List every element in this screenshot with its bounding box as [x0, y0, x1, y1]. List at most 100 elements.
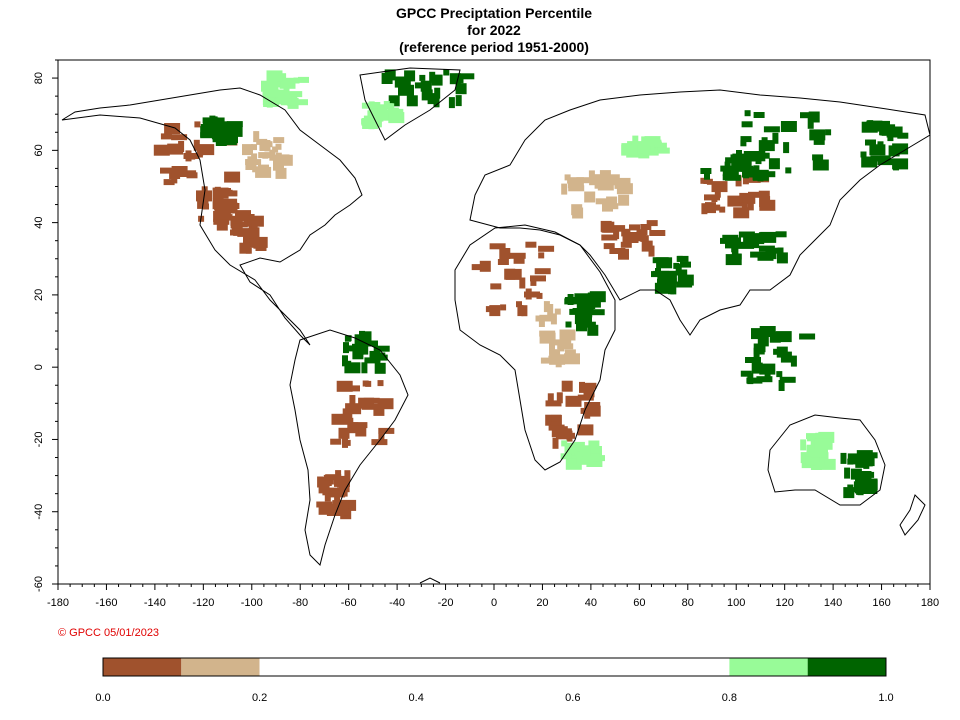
percentile-cell: [543, 301, 550, 313]
legend-tick-label: 0.2: [252, 692, 267, 704]
percentile-cell: [291, 96, 298, 103]
percentile-cell: [649, 230, 666, 236]
percentile-cell: [499, 248, 511, 259]
percentile-cell: [775, 331, 792, 343]
eurasia-coast: [469, 89, 931, 336]
percentile-cell: [556, 392, 563, 404]
percentile-cell: [764, 372, 771, 379]
percentile-cell: [206, 129, 218, 136]
percentile-cell: [540, 357, 552, 364]
percentile-cell: [374, 362, 386, 374]
percentile-cell: [714, 186, 721, 198]
percentile-cell: [344, 345, 355, 352]
percentile-cell: [153, 144, 170, 156]
percentile-cell: [809, 129, 826, 141]
percentile-cell: [800, 452, 807, 464]
x-tick-label: 60: [633, 597, 645, 609]
x-tick-label: -20: [438, 597, 454, 609]
percentile-cell: [383, 101, 390, 107]
percentile-cell: [565, 321, 572, 328]
percentile-cell: [525, 241, 537, 248]
percentile-cell: [740, 155, 757, 162]
percentile-cell: [524, 291, 540, 298]
percentile-cell: [203, 121, 209, 133]
percentile-cell: [584, 407, 591, 419]
percentile-cell: [704, 194, 720, 201]
y-tick-label: 20: [33, 289, 45, 301]
percentile-cell: [759, 326, 776, 337]
percentile-cell: [497, 259, 509, 265]
percentile-cell: [735, 175, 742, 187]
percentile-cell: [377, 108, 384, 114]
percentile-cell: [734, 237, 740, 244]
percentile-cell: [744, 110, 751, 117]
percentile-cell: [588, 309, 605, 316]
percentile-cell: [369, 350, 381, 362]
percentile-cell: [455, 83, 467, 95]
percentile-cell: [860, 151, 867, 158]
percentile-cell: [812, 159, 829, 171]
percentile-cell: [375, 115, 382, 127]
percentile-cell: [599, 170, 611, 177]
percentile-cell: [743, 237, 760, 249]
percentile-cell: [579, 381, 585, 393]
percentile-cell: [633, 235, 645, 242]
percentile-cell: [725, 254, 742, 266]
percentile-cell: [226, 121, 243, 128]
percentile-cell: [419, 74, 426, 81]
percentile-cell: [722, 170, 739, 176]
percentile-cell: [261, 141, 273, 148]
percentile-cell: [581, 425, 588, 432]
percentile-cell: [642, 149, 659, 156]
percentile-cell: [427, 93, 439, 105]
percentile-cell: [568, 185, 585, 192]
percentile-cell: [853, 481, 865, 493]
percentile-cell: [298, 76, 309, 83]
legend-swatch: [729, 658, 808, 676]
percentile-cell: [807, 117, 814, 129]
percentile-cell: [755, 153, 762, 165]
percentile-cell: [768, 158, 780, 170]
percentile-cell: [342, 355, 348, 367]
percentile-cell: [367, 340, 378, 347]
percentile-cell: [758, 140, 775, 152]
y-tick-label: -20: [33, 431, 45, 447]
percentile-cell: [587, 324, 599, 336]
percentile-cell: [567, 177, 584, 189]
percentile-cell: [266, 96, 273, 108]
percentile-cell: [768, 247, 780, 254]
percentile-cell: [193, 139, 200, 151]
percentile-cell: [353, 348, 365, 355]
percentile-cell: [800, 112, 816, 119]
percentile-cell: [555, 356, 562, 368]
percentile-cell: [286, 99, 298, 106]
percentile-cell: [554, 308, 561, 315]
percentile-cell: [338, 481, 350, 493]
percentile-cell: [751, 362, 763, 374]
percentile-cell: [278, 154, 290, 161]
percentile-cell: [574, 293, 591, 305]
percentile-cell: [406, 95, 418, 107]
percentile-cell: [639, 142, 646, 154]
percentile-cell: [233, 223, 240, 230]
percentile-cell: [561, 380, 573, 392]
percentile-cell: [552, 437, 559, 449]
percentile-cell: [745, 357, 761, 363]
percentile-cell: [812, 154, 824, 161]
percentile-cell: [395, 76, 407, 88]
percentile-cell: [345, 335, 352, 342]
percentile-cell: [725, 157, 737, 164]
percentile-cell: [653, 147, 670, 154]
percentile-cell: [733, 207, 750, 219]
percentile-cell: [576, 453, 593, 465]
x-tick-label: -180: [47, 597, 69, 609]
greenland-coast: [359, 67, 461, 141]
percentile-cell: [753, 347, 760, 359]
legend-colorbar: 0.0 0.2 0.4 0.6 0.8 1.0: [95, 657, 894, 704]
legend-tick-label: 1.0: [878, 692, 893, 704]
percentile-cell: [561, 183, 568, 195]
legend-tick-label: 0.6: [565, 692, 580, 704]
percentile-cell: [372, 111, 379, 118]
percentile-cell: [513, 257, 525, 264]
